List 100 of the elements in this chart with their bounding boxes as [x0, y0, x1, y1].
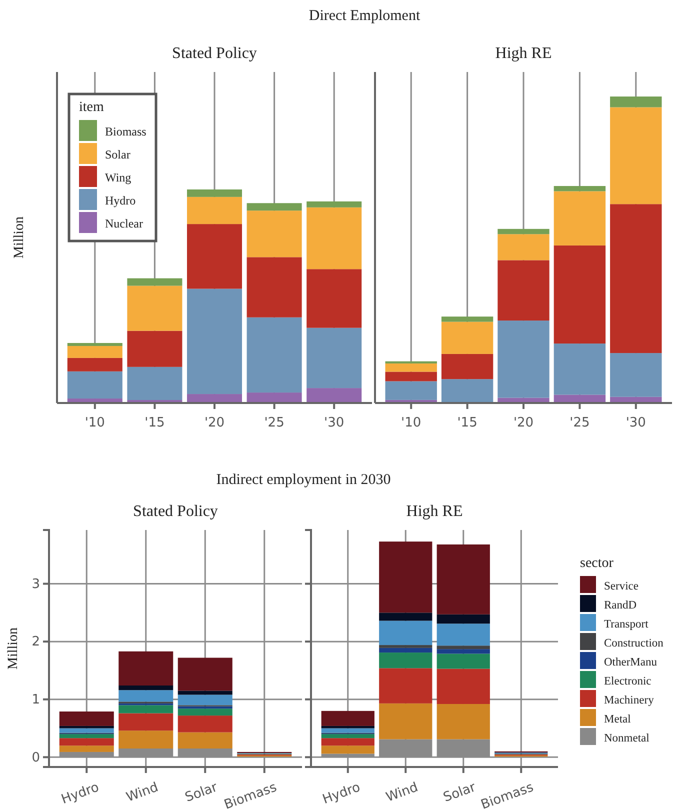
bar [498, 260, 550, 321]
legend-label: Machinery [604, 694, 654, 706]
bar [306, 269, 362, 328]
bar [306, 388, 362, 403]
bar [379, 542, 432, 613]
bar [67, 358, 122, 372]
bar [118, 705, 174, 714]
bar [127, 286, 182, 331]
y-axis-title: Million [12, 216, 27, 259]
bar [246, 257, 302, 318]
bar [436, 654, 490, 669]
legend-label: Electronic [604, 676, 652, 688]
bar [379, 612, 432, 621]
bar [186, 288, 242, 394]
bar [498, 234, 550, 260]
bar [436, 668, 490, 704]
bar [385, 381, 437, 400]
chart-subtitle: Stated Policy [133, 503, 218, 520]
x-tick-label: '20 [513, 415, 534, 430]
legend-label: Construction [604, 638, 664, 650]
bar [178, 658, 232, 691]
chart-title: Indirect employment in 2030 [216, 472, 391, 488]
bar [246, 203, 302, 211]
legend-label: Nuclear [105, 216, 143, 230]
bar [246, 317, 302, 393]
bar [67, 346, 122, 358]
chart-subtitle: Stated Policy [172, 45, 257, 62]
bar [441, 354, 494, 380]
x-tick-label: '30 [626, 415, 646, 430]
legend-label: Nonmetal [604, 732, 650, 744]
bar [379, 703, 432, 740]
chart-title: High RE [406, 503, 463, 520]
bar [178, 708, 232, 716]
bar [385, 372, 437, 382]
x-tick-label: Wind [384, 780, 420, 806]
bar [436, 544, 490, 614]
bar [436, 646, 490, 650]
bar [186, 196, 242, 224]
bar [127, 366, 182, 400]
bar [498, 320, 550, 398]
legend-label: OtherManu [604, 656, 658, 668]
bar [246, 210, 302, 258]
bar [59, 728, 114, 733]
x-tick-label: '10 [401, 415, 422, 430]
bar [321, 726, 374, 728]
bar [610, 96, 662, 108]
bar [385, 363, 437, 372]
x-tick-label: Solar [442, 780, 478, 806]
bar [436, 704, 490, 740]
bar [59, 734, 114, 738]
bar [67, 342, 122, 346]
bar [306, 328, 362, 388]
bar [379, 668, 432, 704]
x-tick-label: '10 [84, 415, 105, 430]
legend-label: Wing [105, 170, 132, 184]
bar [554, 245, 606, 344]
y-tick-label: 3 [32, 576, 40, 592]
legend-label: Service [604, 580, 638, 592]
bar [610, 353, 662, 397]
bar [379, 652, 432, 668]
bar [554, 186, 606, 192]
bar [186, 224, 242, 289]
bar [59, 746, 114, 752]
bar [379, 648, 432, 653]
bar [321, 746, 374, 754]
x-tick-label: Wind [124, 780, 160, 806]
chart-title: High RE [495, 45, 552, 62]
legend-title: sector [580, 556, 614, 571]
bar [178, 694, 232, 706]
bar [436, 624, 490, 646]
bar [118, 651, 174, 686]
chart-title: Direct Emploment [308, 8, 421, 24]
bar [178, 732, 232, 748]
x-tick-label: '25 [264, 415, 284, 430]
bar [321, 734, 374, 738]
x-tick-label: '15 [457, 415, 478, 430]
bar [436, 649, 490, 654]
bar [379, 620, 432, 646]
x-tick-label: Hydro [320, 780, 362, 808]
bar [321, 738, 374, 746]
y-tick-label: 1 [32, 692, 40, 708]
y-tick-label: 2 [32, 634, 40, 650]
bar [554, 344, 606, 395]
bar [186, 189, 242, 197]
x-tick-label: '20 [204, 415, 225, 430]
bar [59, 738, 114, 746]
bar [246, 392, 302, 403]
legend-label: Hydro [105, 194, 136, 208]
x-tick-label: '30 [324, 415, 344, 430]
legend-label: Biomass [105, 124, 147, 138]
legend-label: Metal [604, 714, 631, 726]
legend-title: item [79, 100, 104, 115]
bar [67, 371, 122, 399]
bar [441, 379, 494, 402]
legend-label: RandD [604, 600, 637, 612]
bar [59, 726, 114, 728]
bar [436, 614, 490, 624]
y-axis-title: Million [6, 627, 21, 670]
bar [118, 713, 174, 731]
bar [441, 322, 494, 354]
